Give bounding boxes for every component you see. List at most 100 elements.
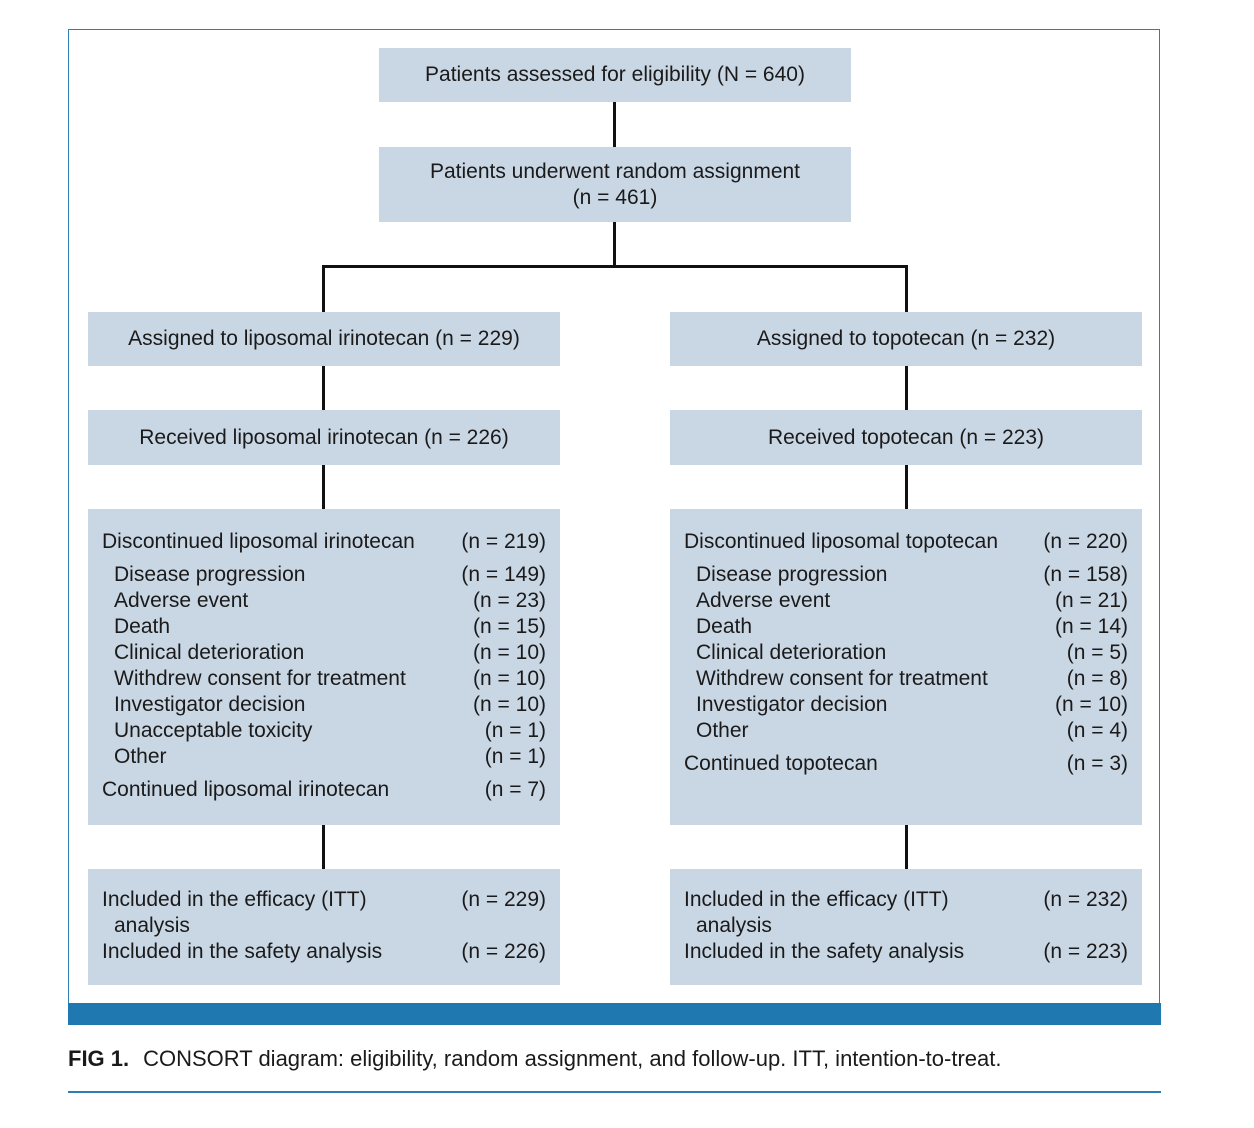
right-assigned-box: Assigned to topotecan (n = 232) [670,312,1142,366]
right-reason-row: Adverse event (n = 21) [684,588,1128,614]
left-efficacy-value: (n = 229) [461,888,546,911]
left-received-box: Received liposomal irinotecan (n = 226) [88,410,560,465]
left-received-text: Received liposomal irinotecan (n = 226) [139,425,509,449]
right-reason-row: Investigator decision (n = 10) [684,692,1128,718]
left-reason-value: (n = 23) [473,589,546,612]
connector-right-discontinued-analysis [905,825,908,869]
right-reason-row: Withdrew consent for treatment (n = 8) [684,666,1128,692]
right-reason-row: Death (n = 14) [684,614,1128,640]
left-assigned-text: Assigned to liposomal irinotecan (n = 22… [128,327,520,350]
left-discontinued-value: (n = 219) [461,530,546,553]
connector-assessed-randomized [613,102,616,147]
left-reason-value: (n = 1) [484,719,546,742]
left-efficacy-label-line1: Included in the efficacy (ITT) [102,888,367,911]
right-efficacy-value: (n = 232) [1043,888,1128,911]
left-safety-value: (n = 226) [461,940,546,963]
frame-bottom-bar [68,1003,1161,1025]
right-discontinued-row: Discontinued liposomal topotecan (n = 22… [684,529,1128,555]
left-continued-value: (n = 7) [484,778,546,801]
left-assigned-box: Assigned to liposomal irinotecan (n = 22… [88,312,560,366]
right-continued-row: Continued topotecan (n = 3) [684,751,1128,777]
left-reason-label: Adverse event [114,589,249,612]
left-safety-label: Included in the safety analysis [102,940,383,963]
connector-left-discontinued-analysis [322,825,325,869]
connector-split-right [905,265,908,312]
connector-left-assigned-received [322,366,325,410]
right-continued-value: (n = 3) [1066,752,1128,775]
assessed-text: Patients assessed for eligibility (N = 6… [425,63,805,86]
left-reason-row: Clinical deterioration (n = 10) [102,640,546,666]
left-reason-row: Other (n = 1) [102,744,546,770]
connector-right-received-discontinued [905,465,908,509]
right-efficacy-label: Included in the efficacy (ITT) analysis [684,887,949,939]
right-efficacy-label-line1: Included in the efficacy (ITT) [684,888,949,911]
left-analysis-box: Included in the efficacy (ITT) analysis … [88,869,560,985]
left-reason-value: (n = 10) [473,667,546,690]
left-reason-value: (n = 1) [484,745,546,768]
left-reason-label: Disease progression [114,563,306,586]
right-assigned-text: Assigned to topotecan (n = 232) [756,327,1056,350]
right-reason-row: Other (n = 4) [684,718,1128,744]
right-reason-value: (n = 158) [1043,563,1128,586]
left-continued-label: Continued liposomal irinotecan [102,778,390,801]
right-reason-row: Disease progression (n = 158) [684,562,1128,588]
right-reason-value: (n = 10) [1055,693,1128,716]
left-efficacy-label-line2: analysis [114,914,190,937]
left-safety-row: Included in the safety analysis (n = 226… [102,939,546,965]
left-reason-row: Unacceptable toxicity (n = 1) [102,718,546,744]
right-reason-label: Investigator decision [696,693,888,716]
left-reason-value: (n = 15) [473,615,546,638]
right-safety-label: Included in the safety analysis [684,940,965,963]
figure-caption: FIG 1. CONSORT diagram: eligibility, rand… [68,1046,1002,1072]
left-discontinued-label: Discontinued liposomal irinotecan [102,530,415,553]
right-efficacy-row: Included in the efficacy (ITT) analysis … [684,887,1128,939]
figure-caption-text: CONSORT diagram: eligibility, random ass… [143,1046,1002,1071]
right-reason-label: Clinical deterioration [696,641,887,664]
left-reason-label: Clinical deterioration [114,641,305,664]
right-analysis-box: Included in the efficacy (ITT) analysis … [670,869,1142,985]
right-reason-label: Death [696,615,753,638]
right-reason-value: (n = 14) [1055,615,1128,638]
right-discontinued-value: (n = 220) [1043,530,1128,553]
right-reason-label: Adverse event [696,589,831,612]
right-reason-label: Disease progression [696,563,888,586]
randomized-text-line2: (n = 461) [572,185,658,209]
left-discontinued-row: Discontinued liposomal irinotecan (n = 2… [102,529,546,555]
right-reason-label: Other [696,719,749,742]
left-reason-row: Death (n = 15) [102,614,546,640]
right-continued-label: Continued topotecan [684,752,878,775]
connector-split-horizontal [322,265,908,268]
left-reason-value: (n = 10) [473,641,546,664]
left-reason-label: Death [114,615,171,638]
left-continued-row: Continued liposomal irinotecan (n = 7) [102,777,546,803]
caption-rule [68,1091,1161,1093]
randomized-box: Patients underwent random assignment (n … [379,147,851,222]
left-reason-label: Unacceptable toxicity [114,719,313,742]
right-reason-value: (n = 4) [1066,719,1128,742]
left-reason-label: Investigator decision [114,693,306,716]
left-reason-value: (n = 149) [461,563,546,586]
left-reason-row: Withdrew consent for treatment (n = 10) [102,666,546,692]
randomized-text-line1: Patients underwent random assignment [429,159,801,183]
right-efficacy-label-line2: analysis [696,914,772,937]
right-discontinued-label: Discontinued liposomal topotecan [684,530,999,553]
connector-right-assigned-received [905,366,908,410]
right-safety-value: (n = 223) [1043,940,1128,963]
figure-label: FIG 1. [68,1046,130,1071]
left-reason-label: Other [114,745,167,768]
right-reason-row: Clinical deterioration (n = 5) [684,640,1128,666]
right-reason-value: (n = 8) [1066,667,1128,690]
left-reason-row: Investigator decision (n = 10) [102,692,546,718]
right-received-box: Received topotecan (n = 223) [670,410,1142,465]
left-discontinued-box: Discontinued liposomal irinotecan (n = 2… [88,509,560,825]
right-reason-label: Withdrew consent for treatment [696,667,988,690]
left-efficacy-label: Included in the efficacy (ITT) analysis [102,887,367,939]
left-reason-row: Adverse event (n = 23) [102,588,546,614]
right-reason-value: (n = 5) [1066,641,1128,664]
connector-split-left [322,265,325,312]
assessed-box: Patients assessed for eligibility (N = 6… [379,48,851,102]
right-safety-row: Included in the safety analysis (n = 223… [684,939,1128,965]
left-reason-label: Withdrew consent for treatment [114,667,406,690]
left-reason-value: (n = 10) [473,693,546,716]
left-reason-row: Disease progression (n = 149) [102,562,546,588]
